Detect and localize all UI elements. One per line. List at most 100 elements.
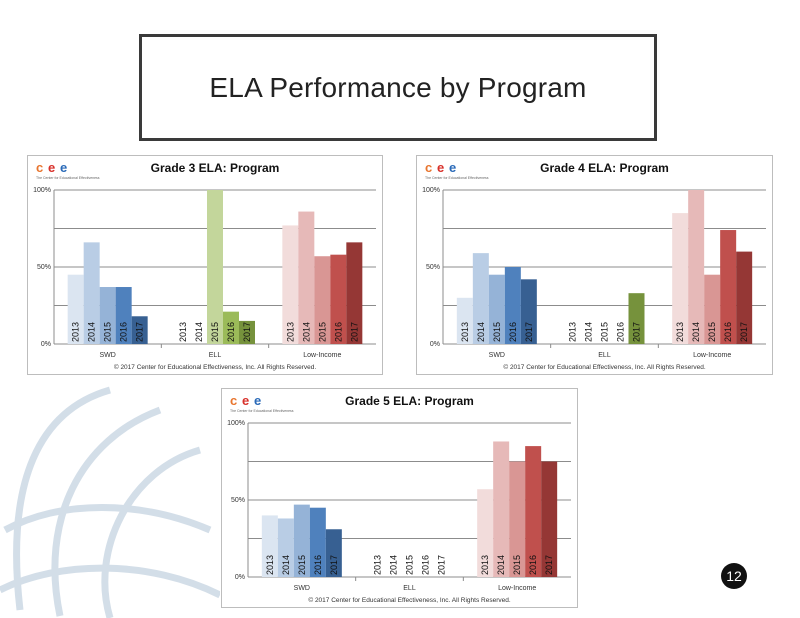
bar bbox=[509, 461, 526, 577]
logo-letter: e bbox=[60, 160, 67, 175]
logo-letter: e bbox=[48, 160, 55, 175]
bar-year-label: 2015 bbox=[103, 322, 113, 342]
bar bbox=[223, 311, 239, 344]
category-label: ELL bbox=[598, 352, 611, 359]
category-label: SWD bbox=[294, 585, 310, 592]
bar-year-label: 2017 bbox=[437, 555, 447, 575]
bar-year-label: 2016 bbox=[528, 555, 538, 575]
bar-year-label: 2014 bbox=[584, 322, 594, 342]
bar-year-label: 2015 bbox=[297, 555, 307, 575]
y-tick-label: 0% bbox=[430, 341, 440, 348]
bar-year-label: 2013 bbox=[285, 322, 295, 342]
chart-footer: © 2017 Center for Educational Effectiven… bbox=[503, 363, 705, 371]
bar bbox=[67, 274, 84, 344]
y-tick-label: 100% bbox=[422, 187, 440, 194]
category-label: Low-Income bbox=[303, 352, 341, 359]
bar bbox=[628, 293, 645, 344]
bar bbox=[293, 504, 310, 577]
bar bbox=[330, 254, 347, 344]
bar-year-label: 2017 bbox=[242, 322, 252, 342]
bar bbox=[314, 256, 331, 344]
chart-footer: © 2017 Center for Educational Effectiven… bbox=[308, 596, 510, 604]
chart-title: Grade 3 ELA: Program bbox=[151, 161, 280, 175]
bar bbox=[688, 190, 705, 344]
logo-letter: c bbox=[425, 160, 432, 175]
bar-year-label: 2016 bbox=[119, 322, 129, 342]
bar-year-label: 2016 bbox=[508, 322, 518, 342]
y-tick-label: 50% bbox=[426, 264, 440, 271]
y-tick-label: 50% bbox=[231, 497, 245, 504]
category-label: SWD bbox=[99, 352, 115, 359]
slide-title: ELA Performance by Program bbox=[139, 34, 657, 141]
bar bbox=[325, 529, 342, 577]
bar bbox=[541, 461, 558, 577]
logo-tagline: The Center for Educational Effectiveness bbox=[230, 409, 294, 413]
bar-year-label: 2013 bbox=[480, 555, 490, 575]
bar-year-label: 2013 bbox=[568, 322, 578, 342]
bar bbox=[83, 242, 100, 344]
logo-letter: e bbox=[437, 160, 444, 175]
bar-year-label: 2017 bbox=[632, 322, 642, 342]
logo-letter: e bbox=[242, 393, 249, 408]
bar-year-label: 2014 bbox=[496, 555, 506, 575]
logo-letter: e bbox=[449, 160, 456, 175]
globe-watermark bbox=[0, 386, 220, 618]
bar-year-label: 2014 bbox=[194, 322, 204, 342]
bar-year-label: 2017 bbox=[544, 555, 554, 575]
bar-year-label: 2015 bbox=[512, 555, 522, 575]
bar-year-label: 2016 bbox=[313, 555, 323, 575]
bar-year-label: 2015 bbox=[405, 555, 415, 575]
bar-year-label: 2017 bbox=[524, 322, 534, 342]
bar-year-label: 2015 bbox=[600, 322, 610, 342]
bar-year-label: 2014 bbox=[476, 322, 486, 342]
bar-year-label: 2016 bbox=[723, 322, 733, 342]
bar bbox=[282, 225, 299, 344]
category-label: Low-Income bbox=[693, 352, 731, 359]
bar-year-label: 2013 bbox=[265, 555, 275, 575]
bar-year-label: 2013 bbox=[178, 322, 188, 342]
chart-grade4: c e e The Center for Educational Effectiven… bbox=[416, 155, 773, 375]
y-tick-label: 0% bbox=[235, 574, 245, 581]
bar bbox=[298, 211, 315, 344]
bar bbox=[736, 251, 753, 344]
chart-title: Grade 5 ELA: Program bbox=[345, 394, 474, 408]
category-label: SWD bbox=[489, 352, 505, 359]
bar-year-label: 2015 bbox=[707, 322, 717, 342]
bar-year-label: 2015 bbox=[210, 322, 220, 342]
bar-year-label: 2017 bbox=[739, 322, 749, 342]
bar-year-label: 2014 bbox=[301, 322, 311, 342]
page-number-badge: 12 bbox=[721, 563, 747, 589]
bar bbox=[207, 190, 223, 344]
bar-year-label: 2017 bbox=[135, 322, 145, 342]
category-label: ELL bbox=[209, 352, 222, 359]
bar-year-label: 2015 bbox=[492, 322, 502, 342]
bar-year-label: 2014 bbox=[691, 322, 701, 342]
bar bbox=[520, 279, 537, 344]
bar bbox=[239, 320, 255, 344]
y-tick-label: 100% bbox=[227, 420, 245, 427]
bar bbox=[525, 446, 542, 577]
bar bbox=[672, 213, 689, 344]
bar bbox=[504, 267, 521, 344]
bar bbox=[261, 515, 278, 577]
logo-tagline: The Center for Educational Effectiveness bbox=[425, 176, 489, 180]
bar-year-label: 2013 bbox=[71, 322, 81, 342]
bar-year-label: 2016 bbox=[421, 555, 431, 575]
bar bbox=[488, 274, 505, 344]
chart-grade3: c e e The Center for Educational Effectiven… bbox=[27, 155, 383, 375]
y-tick-label: 50% bbox=[37, 264, 51, 271]
y-tick-label: 100% bbox=[33, 187, 51, 194]
logo-letter: c bbox=[36, 160, 43, 175]
logo-letter: c bbox=[230, 393, 237, 408]
bar bbox=[472, 253, 489, 344]
bar bbox=[477, 489, 494, 577]
bar-year-label: 2016 bbox=[616, 322, 626, 342]
bar-year-label: 2014 bbox=[389, 555, 399, 575]
bar bbox=[277, 518, 294, 577]
bar bbox=[720, 230, 737, 344]
bar bbox=[346, 242, 363, 344]
